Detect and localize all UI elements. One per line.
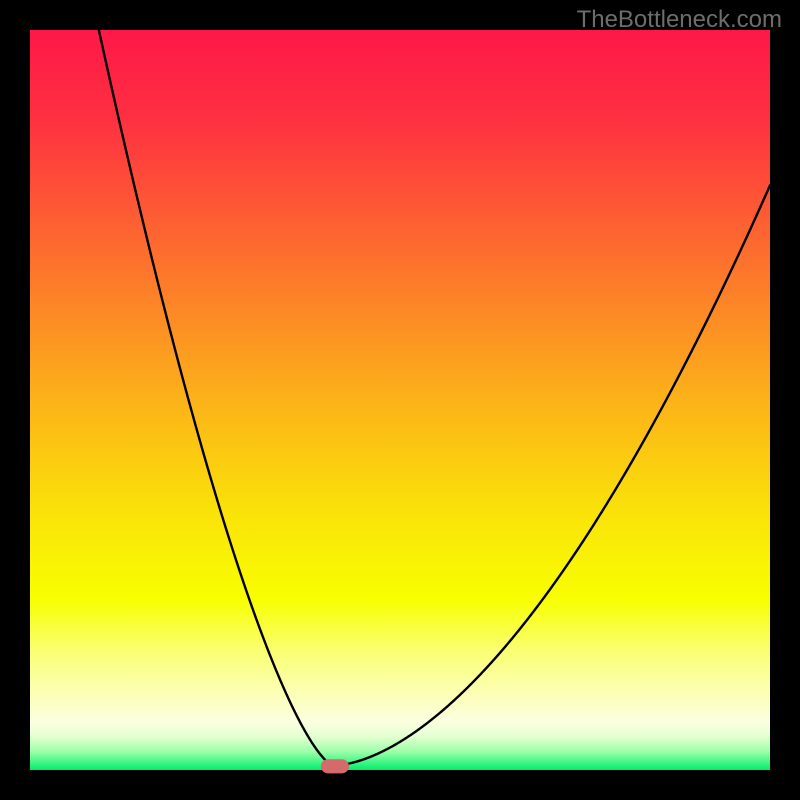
watermark-text: TheBottleneck.com — [577, 6, 782, 34]
gradient-background — [30, 30, 770, 770]
chart-svg — [0, 0, 800, 800]
optimal-marker — [321, 759, 349, 773]
